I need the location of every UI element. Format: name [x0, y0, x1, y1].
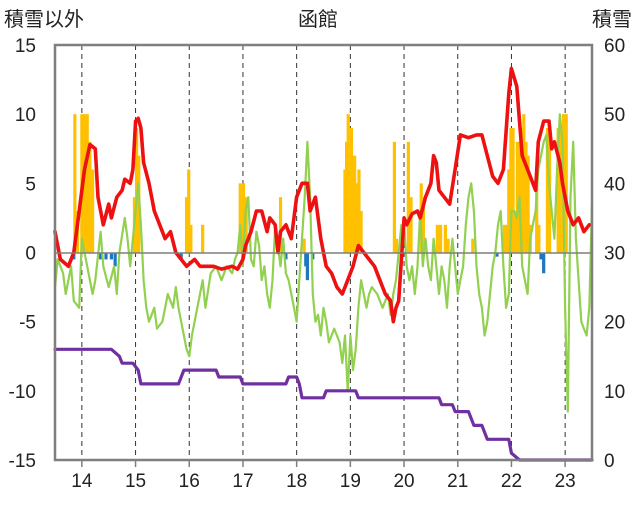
x-tick-label-17: 17	[232, 471, 253, 492]
orange-bar	[350, 169, 355, 253]
left-tick-label: -15	[9, 451, 36, 472]
orange-bar	[558, 128, 562, 253]
orange-bar	[520, 128, 524, 253]
blue-bar	[104, 252, 108, 260]
orange-bar	[244, 197, 248, 253]
plot-frame	[53, 43, 594, 462]
right-axis-ticks: 60 50 40 30 20 10 0	[604, 36, 625, 472]
orange-bar	[392, 141, 396, 253]
orange-bar	[471, 238, 475, 253]
orange-bar	[355, 183, 359, 253]
orange-bar	[446, 238, 450, 253]
right-tick-label: 30	[604, 244, 625, 265]
blue-bar	[539, 252, 543, 260]
left-tick-label: 15	[15, 36, 36, 57]
orange-bar	[537, 224, 541, 253]
orange-bar	[394, 238, 399, 253]
line-series	[53, 66, 594, 462]
x-tick-label-23: 23	[555, 471, 576, 492]
orange-bar	[184, 197, 189, 253]
left-axis-ticks: 15 10 5 0 -5 -10 -15	[9, 36, 36, 472]
chart-title: 函館	[298, 8, 338, 31]
orange-bar	[73, 114, 77, 253]
orange-bar	[545, 128, 550, 253]
left-tick-label: 0	[25, 244, 36, 265]
left-tick-label: -5	[19, 313, 36, 334]
blue-bar	[304, 252, 308, 267]
orange-bar	[556, 128, 560, 253]
orange-bar	[513, 211, 517, 253]
blue-bar	[109, 252, 113, 260]
left-tick-label: 10	[15, 105, 36, 126]
orange-bar	[535, 183, 539, 253]
orange-bar	[346, 114, 350, 253]
orange-bar	[278, 197, 283, 253]
right-tick-label: 0	[604, 451, 615, 472]
orange-bar	[438, 224, 443, 253]
blue-bar	[305, 252, 309, 281]
green-series-line	[53, 113, 594, 413]
orange-bar	[511, 128, 515, 253]
blue-bar	[542, 252, 546, 274]
orange-bar	[238, 183, 242, 253]
x-tick-label-14: 14	[71, 471, 93, 492]
right-tick-label: 20	[604, 313, 625, 334]
orange-bar	[526, 155, 530, 253]
right-tick-label: 50	[604, 105, 625, 126]
left-tick-label: -10	[9, 382, 36, 403]
orange-bar	[357, 169, 361, 253]
orange-bar	[343, 169, 347, 253]
blue-bar	[179, 252, 183, 260]
x-tick-label-21: 21	[447, 471, 468, 492]
blue-bar	[495, 252, 499, 257]
orange-bar	[515, 141, 519, 253]
orange-bar	[189, 224, 193, 253]
orange-bar	[302, 238, 306, 253]
x-tick-label-20: 20	[393, 471, 414, 492]
orange-bar	[85, 114, 89, 253]
orange-bar	[443, 224, 447, 253]
orange-bar	[507, 169, 511, 253]
right-axis-label: 積雪	[592, 8, 632, 31]
orange-bar	[505, 224, 509, 253]
blue-bar	[99, 252, 103, 260]
orange-bar	[201, 224, 205, 253]
right-tick-label: 40	[604, 174, 625, 195]
orange-bar	[524, 141, 528, 253]
blue-bar	[284, 252, 288, 260]
left-axis-label: 積雪以外	[4, 8, 84, 31]
x-tick-label-18: 18	[286, 471, 307, 492]
x-axis-ticks: 14 15 16 17 18 19 20 21 22 23	[71, 460, 576, 492]
orange-bar	[90, 169, 95, 253]
orange-bar	[88, 141, 92, 253]
orange-bar	[564, 114, 568, 253]
right-tick-label: 60	[604, 36, 625, 57]
blue-bar	[113, 252, 117, 267]
orange-bar	[435, 224, 439, 253]
orange-bar	[241, 183, 246, 253]
orange-bar	[509, 128, 513, 253]
orange-bar	[522, 114, 526, 253]
right-tick-label: 10	[604, 382, 625, 403]
x-tick-label-15: 15	[125, 471, 146, 492]
orange-bar	[409, 197, 413, 253]
x-tick-label-16: 16	[179, 471, 200, 492]
left-tick-label: 5	[25, 174, 36, 195]
orange-bar	[359, 211, 363, 253]
x-tick-label-19: 19	[340, 471, 361, 492]
orange-bar	[344, 141, 349, 253]
orange-bar	[187, 169, 191, 253]
orange-bar	[502, 224, 507, 253]
red-series-line	[53, 66, 592, 324]
purple-series-line	[53, 347, 594, 462]
x-tick-label-22: 22	[501, 471, 522, 492]
orange-bar	[353, 155, 357, 253]
orange-bar	[421, 197, 425, 253]
orange-bar	[406, 141, 410, 253]
